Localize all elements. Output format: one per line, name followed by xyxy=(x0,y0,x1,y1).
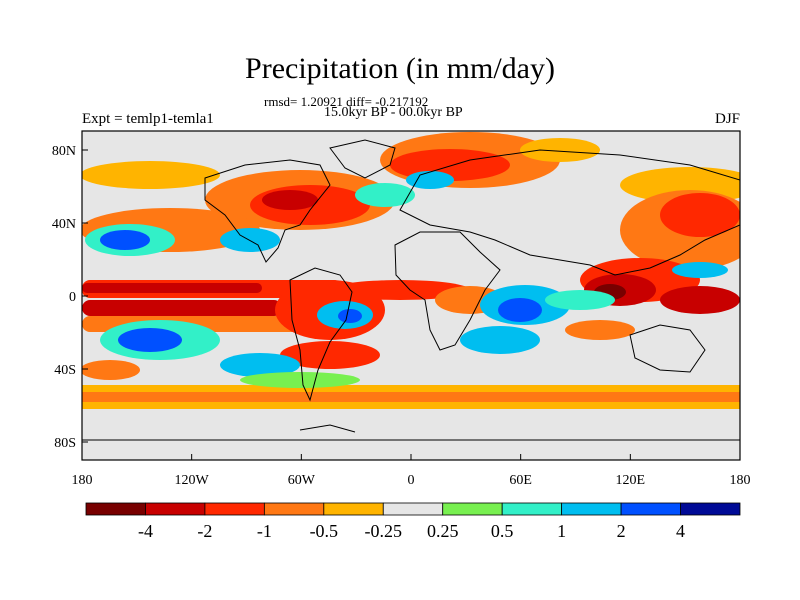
anomaly-europe-wet xyxy=(406,171,454,189)
stats-text: rmsd= 1.20921 diff= -0.217192 xyxy=(264,94,429,109)
colorbar: -4 -2 -1 -0.5 -0.25 0.25 0.5 1 2 4 xyxy=(85,502,741,541)
anomaly-itcz-core xyxy=(82,283,262,293)
colorbar-box xyxy=(442,502,503,516)
coastline-australia xyxy=(629,324,706,373)
colorbar-label: 1 xyxy=(557,521,566,541)
anomaly-east-indian xyxy=(545,290,615,310)
anomaly-north-pacific-high xyxy=(82,161,220,189)
x-tick-label: 60W xyxy=(288,473,316,488)
colorbar-box xyxy=(263,502,325,516)
coastlines xyxy=(82,139,740,441)
anomaly-kuroshio xyxy=(660,193,740,237)
period-text: 15.0kyr BP - 00.0kyr BP xyxy=(324,105,463,120)
season-label: DJF xyxy=(714,111,740,127)
x-tick-label: 180 xyxy=(730,473,751,488)
anomaly-indian-ocean-core xyxy=(498,298,542,322)
coastline-antarctica xyxy=(82,424,740,441)
anomaly-southern-ocean-wet xyxy=(240,372,360,388)
anomaly-south-pacific-core xyxy=(118,328,182,352)
y-tick-label: 40N xyxy=(52,217,76,232)
x-tick-label: 120E xyxy=(616,473,646,488)
colorbar-label: -0.25 xyxy=(365,521,403,541)
anomaly-tasman xyxy=(82,360,140,380)
colorbar-box xyxy=(204,502,265,516)
anomaly-south-atlantic xyxy=(280,341,380,369)
anomaly-warm-pool xyxy=(660,286,740,314)
coastline-south-america xyxy=(289,267,353,402)
colorbar-box xyxy=(561,502,622,516)
coastline-africa xyxy=(394,231,501,351)
anomaly-south-indian xyxy=(565,320,635,340)
chart-title: Precipitation (in mm/day) xyxy=(245,52,555,85)
colorbar-label: 4 xyxy=(676,521,685,541)
y-tick-label: 40S xyxy=(54,363,76,378)
y-tick-label: 0 xyxy=(69,290,76,305)
anomaly-east-atlantic-wet xyxy=(355,183,415,207)
colorbar-box xyxy=(145,502,206,516)
colorbar-box xyxy=(501,502,563,516)
x-tick-label: 120W xyxy=(175,473,210,488)
colorbar-box xyxy=(85,502,146,516)
colorbar-label: 2 xyxy=(617,521,626,541)
anomaly-amazon-wet-core xyxy=(338,309,362,323)
y-axis: 80N 40N 0 40S 80S xyxy=(52,144,88,451)
anomaly-north-pacific-wet-core xyxy=(100,230,150,250)
anomaly-madagascar xyxy=(460,326,540,354)
coastline-north-america xyxy=(204,159,331,263)
anomaly-southeast-pacific xyxy=(220,353,300,377)
anomaly-atlantic-itcz xyxy=(330,280,470,300)
x-tick-label: 0 xyxy=(408,473,415,488)
anomaly-southern-ocean-core xyxy=(82,392,740,402)
colorbar-label: 0.25 xyxy=(427,521,459,541)
colorbar-label: 0.5 xyxy=(491,521,514,541)
x-tick-label: 180 xyxy=(72,473,93,488)
colorbar-label: -4 xyxy=(138,521,153,541)
y-tick-label: 80N xyxy=(52,144,76,159)
x-axis: 180 120W 60W 0 60E 120E 180 xyxy=(72,454,751,488)
experiment-label: Expt = temlp1-temla1 xyxy=(82,111,214,127)
anomaly-north-atlantic-peak xyxy=(262,190,318,210)
coastline-greenland xyxy=(329,139,396,179)
colorbar-label: -0.5 xyxy=(310,521,339,541)
x-tick-label: 60E xyxy=(509,473,532,488)
anomaly-south-itcz xyxy=(82,300,282,316)
colorbar-label: -1 xyxy=(257,521,272,541)
colorbar-box xyxy=(680,502,741,516)
precipitation-field xyxy=(82,131,740,460)
anomaly-barents xyxy=(520,138,600,162)
anomaly-pacific-wet xyxy=(672,262,728,278)
y-tick-label: 80S xyxy=(54,436,76,451)
colorbar-box xyxy=(323,502,384,516)
coastline-eurasia xyxy=(399,149,740,276)
colorbar-box xyxy=(382,502,444,516)
colorbar-label: -2 xyxy=(197,521,212,541)
colorbar-box xyxy=(620,502,681,516)
